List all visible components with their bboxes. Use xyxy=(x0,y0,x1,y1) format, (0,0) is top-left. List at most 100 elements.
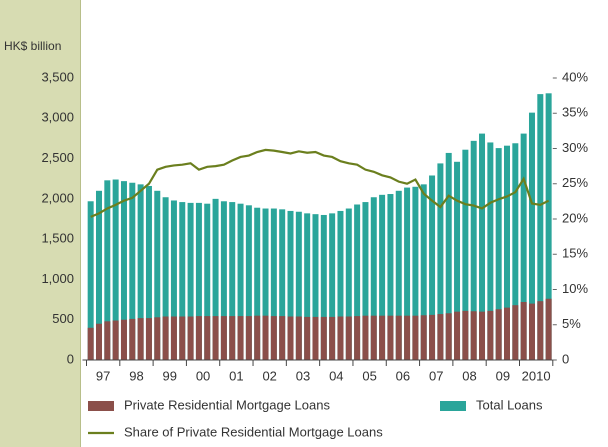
bar xyxy=(295,211,302,360)
bar xyxy=(445,152,452,360)
x-tick-label: 08 xyxy=(462,368,476,383)
y-tick-label: 500 xyxy=(52,311,74,326)
bar xyxy=(112,179,119,360)
bar xyxy=(495,309,502,360)
bar xyxy=(312,214,319,360)
bar xyxy=(120,181,127,360)
bar xyxy=(429,314,436,360)
y2-tick-label: 40% xyxy=(562,69,588,84)
y2-tick-label: 30% xyxy=(562,140,588,155)
bar xyxy=(395,315,402,360)
bar xyxy=(528,303,535,360)
x-tick-label: 00 xyxy=(196,368,210,383)
left-panel xyxy=(0,0,80,447)
bar xyxy=(379,315,386,360)
bar xyxy=(387,194,394,360)
bar xyxy=(154,317,161,360)
bar xyxy=(395,190,402,360)
y-tick-label: 2,000 xyxy=(41,190,74,205)
bar xyxy=(179,202,186,360)
bar xyxy=(170,316,177,360)
bar xyxy=(245,316,252,360)
bar xyxy=(204,203,211,360)
bar xyxy=(262,208,269,360)
bar xyxy=(287,316,294,360)
bar xyxy=(254,315,261,360)
bar xyxy=(479,133,486,360)
bar xyxy=(462,310,469,360)
bar xyxy=(304,213,311,360)
y-tick-label: 3,000 xyxy=(41,110,74,125)
x-tick-label: 99 xyxy=(163,368,177,383)
bar xyxy=(312,316,319,360)
bar xyxy=(154,190,161,360)
bar xyxy=(470,311,477,360)
y-tick-label: 2,500 xyxy=(41,150,74,165)
bar xyxy=(279,209,286,360)
bar xyxy=(512,143,519,360)
bar xyxy=(387,315,394,360)
bar xyxy=(204,316,211,360)
bar xyxy=(412,315,419,360)
bar xyxy=(528,112,535,360)
bar xyxy=(504,307,511,360)
bar xyxy=(145,318,152,360)
bar xyxy=(470,140,477,360)
bar xyxy=(429,175,436,360)
bar xyxy=(95,323,102,360)
bar xyxy=(220,201,227,360)
y2-tick-label: 35% xyxy=(562,105,588,120)
bar xyxy=(229,316,236,360)
bar xyxy=(295,316,302,360)
x-tick-label: 06 xyxy=(396,368,410,383)
line xyxy=(90,148,550,218)
bar xyxy=(279,316,286,360)
bar xyxy=(162,316,169,360)
bar xyxy=(245,205,252,360)
bar xyxy=(545,93,552,361)
bar xyxy=(104,180,111,360)
bar xyxy=(212,198,219,360)
bar xyxy=(404,315,411,360)
bar xyxy=(537,94,544,360)
bar xyxy=(237,203,244,360)
x-tick-label: 2010 xyxy=(522,368,551,383)
bar xyxy=(379,194,386,360)
bar xyxy=(404,187,411,360)
bar xyxy=(162,197,169,360)
bar xyxy=(129,182,136,360)
bar xyxy=(129,318,136,360)
y2-tick-label: 20% xyxy=(562,210,588,225)
bar xyxy=(362,315,369,360)
bar xyxy=(212,316,219,360)
bar xyxy=(504,145,511,360)
bar xyxy=(520,133,527,360)
x-tick-label: 03 xyxy=(296,368,310,383)
bar xyxy=(287,210,294,360)
bar xyxy=(520,301,527,360)
bar xyxy=(412,186,419,360)
y-tick-label: 1,500 xyxy=(41,231,74,246)
bar xyxy=(270,208,277,360)
bar xyxy=(187,202,194,360)
legend-swatch xyxy=(440,401,466,411)
bar xyxy=(179,316,186,360)
y2-tick-label: 15% xyxy=(562,246,588,261)
bar xyxy=(195,202,202,360)
x-tick-label: 04 xyxy=(329,368,343,383)
bar xyxy=(420,315,427,360)
bar xyxy=(420,184,427,360)
bar xyxy=(454,161,461,360)
bar xyxy=(195,316,202,360)
bar xyxy=(95,190,102,360)
bar xyxy=(462,149,469,360)
bar xyxy=(304,316,311,360)
bar xyxy=(137,318,144,360)
x-tick-label: 05 xyxy=(362,368,376,383)
bar xyxy=(337,210,344,360)
bar xyxy=(354,316,361,360)
y2-tick-label: 5% xyxy=(562,316,581,331)
x-tick-label: 07 xyxy=(429,368,443,383)
legend-label: Total Loans xyxy=(476,397,543,412)
